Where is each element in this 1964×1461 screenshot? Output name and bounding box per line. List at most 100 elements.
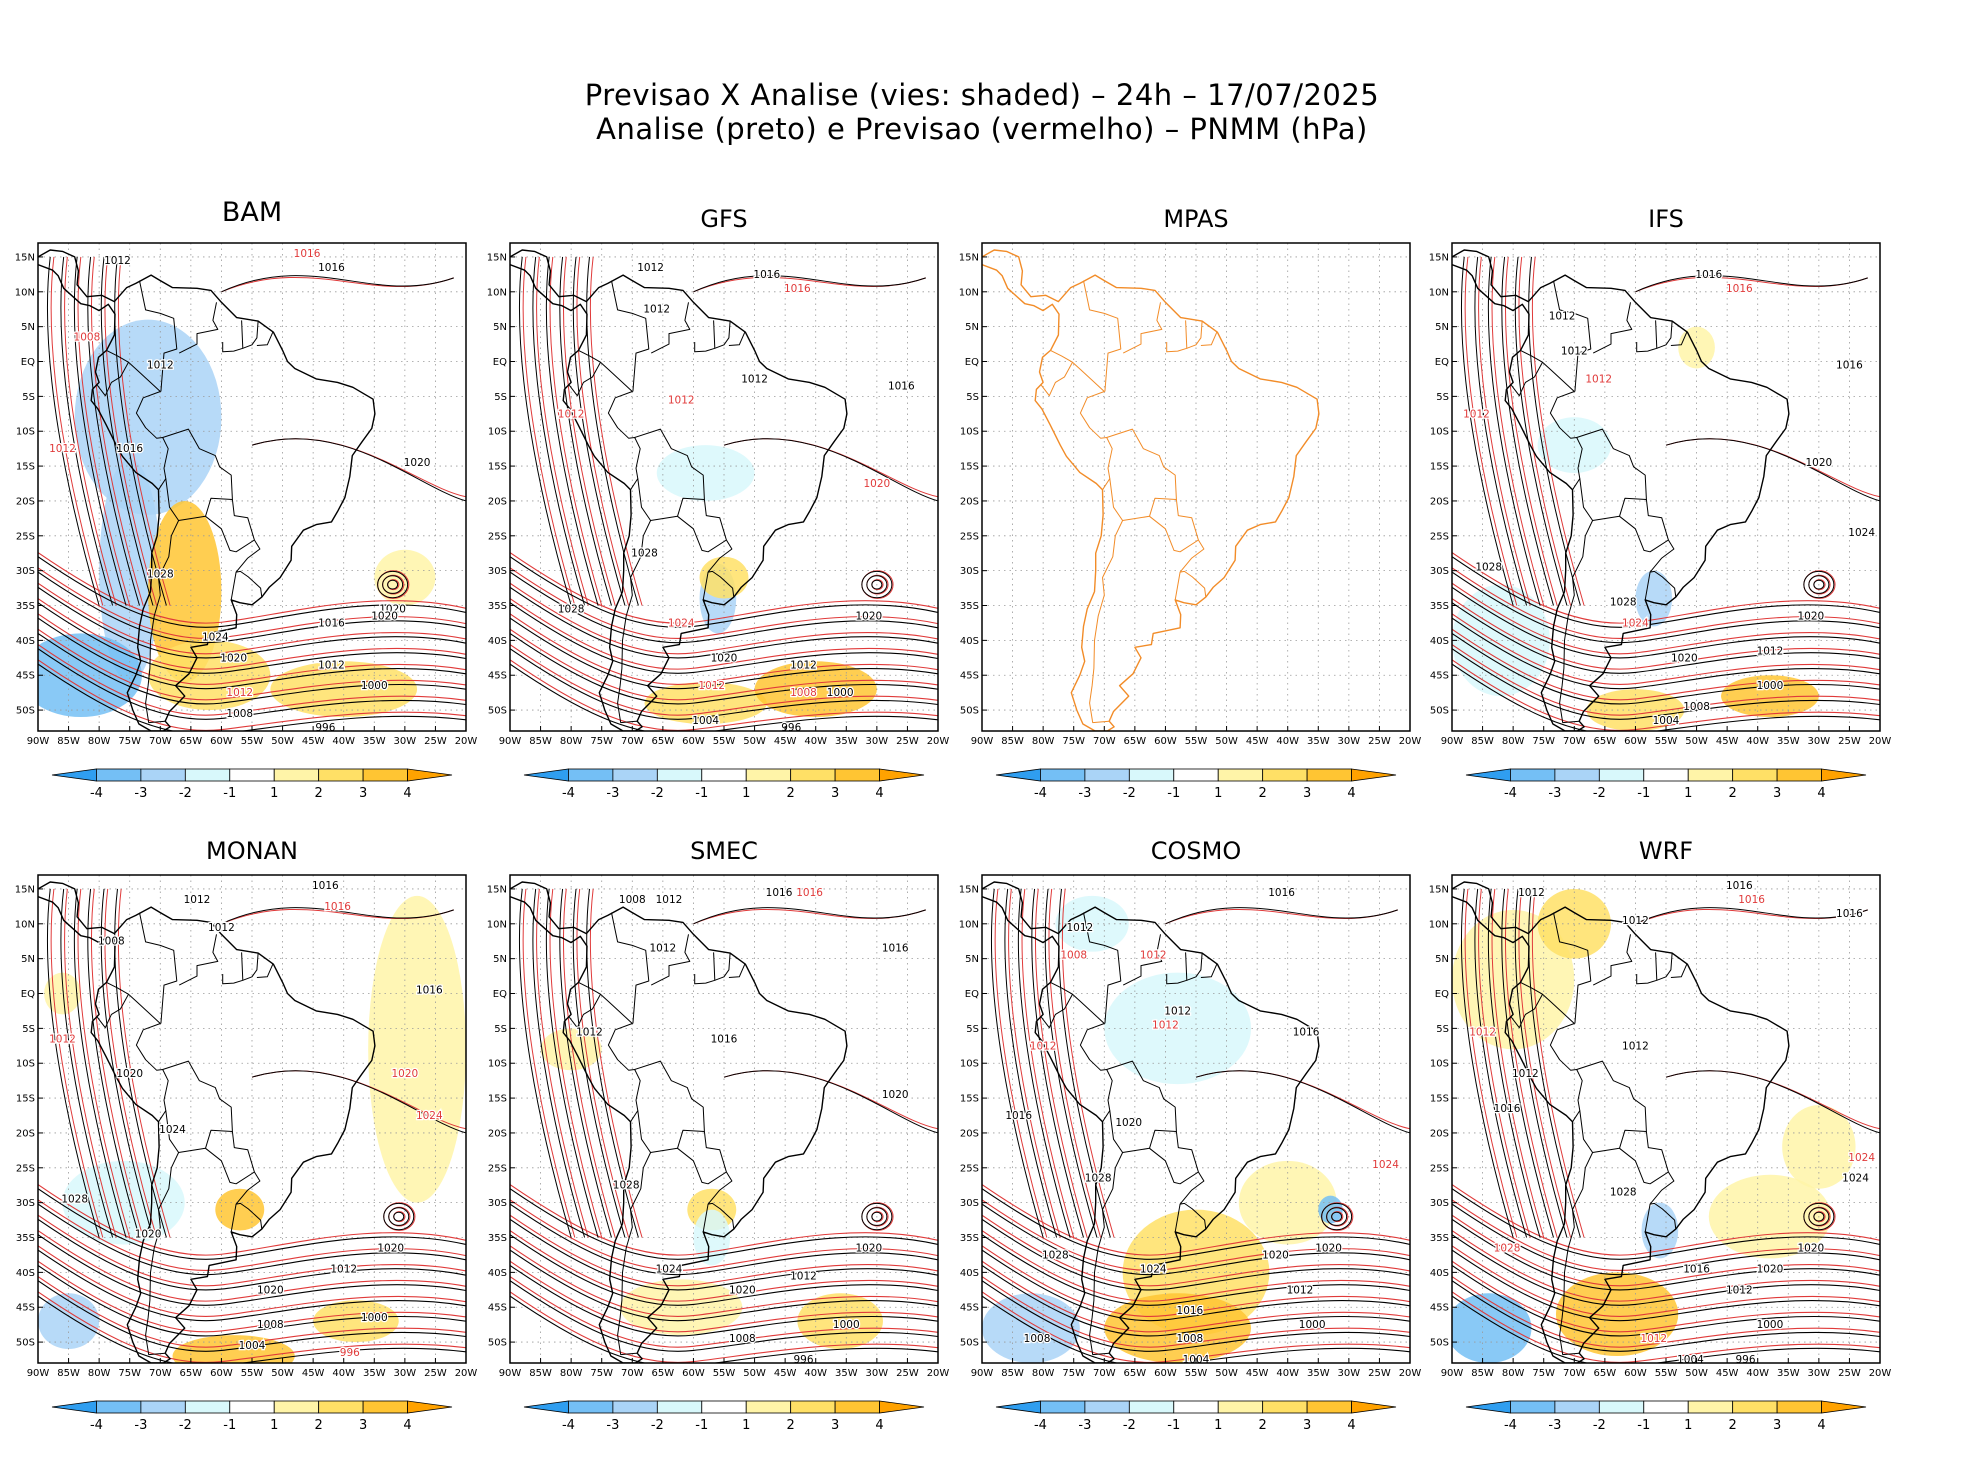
y-tick-label: 40S xyxy=(960,1268,979,1279)
country-border xyxy=(714,953,731,981)
x-tick-label: 85W xyxy=(1471,1368,1494,1379)
isobar-forecast xyxy=(1452,1260,1880,1333)
panel-title: GFS xyxy=(700,205,748,233)
high-isobar xyxy=(382,575,404,594)
isobar-forecast xyxy=(549,888,603,1238)
country-border xyxy=(1576,428,1647,521)
high-isobar xyxy=(387,579,399,590)
contour-label: 1020 xyxy=(1671,652,1698,664)
isobar-analysis xyxy=(73,256,127,606)
y-tick-label: 40S xyxy=(960,636,979,647)
bias-shade xyxy=(1721,675,1819,718)
colorbar-box xyxy=(745,1400,792,1414)
isobar-analysis xyxy=(1665,1070,1880,1134)
contour-label: 1016 xyxy=(318,262,345,274)
isobar-analysis xyxy=(251,1070,466,1134)
isobar-forecast xyxy=(576,888,630,1238)
colorbar-arrow-right xyxy=(1821,768,1867,782)
bias-shade xyxy=(982,1293,1080,1363)
colorbar-label: 1 xyxy=(742,1418,750,1433)
country-border xyxy=(1520,981,1583,1123)
y-tick-label: 50S xyxy=(16,706,35,717)
contour-label: 1016 xyxy=(1695,269,1722,281)
country-border xyxy=(256,963,274,978)
y-tick-label: 10S xyxy=(1430,1059,1449,1070)
isobar-forecast xyxy=(38,598,466,670)
isobar-forecast xyxy=(562,256,616,606)
contour-label: 1012 xyxy=(208,922,235,934)
x-tick-label: 90W xyxy=(971,736,994,747)
colorbar-arrow-left xyxy=(51,768,97,782)
isobar-analysis xyxy=(38,1280,466,1352)
contour-label: 1016 xyxy=(711,1033,738,1045)
contour-label: 1012 xyxy=(1561,346,1588,358)
high-isobar xyxy=(377,570,409,599)
contour-label: 1008 xyxy=(98,936,125,948)
contour-label: 1024 xyxy=(1372,1159,1399,1171)
isobar-analysis xyxy=(73,888,127,1238)
isobar-forecast xyxy=(510,567,938,639)
contour-label: 996 xyxy=(781,722,801,734)
panel-title: COSMO xyxy=(1150,837,1242,865)
isobar-analysis xyxy=(1452,1264,1880,1337)
x-tick-label: 45W xyxy=(302,736,325,747)
contour-label: 1004 xyxy=(239,1340,266,1352)
x-tick-label: 60W xyxy=(682,1368,705,1379)
contour-label: 1012 xyxy=(1287,1284,1314,1296)
x-tick-label: 20W xyxy=(1869,1368,1892,1379)
x-tick-label: 85W xyxy=(529,736,552,747)
colorbar-label: -3 xyxy=(1078,786,1091,801)
y-tick-label: 5S xyxy=(494,1024,507,1035)
x-tick-label: 50W xyxy=(743,1368,766,1379)
isobar-analysis xyxy=(559,256,612,606)
high-label: 1020 xyxy=(855,1242,882,1254)
y-tick-label: 10N xyxy=(15,919,35,930)
panel-monan: MONAN 1012 1016 1016 1012 1008 1012 1016 1020 102… xyxy=(15,837,478,1461)
contour-label: 1012 xyxy=(790,659,817,671)
panel-title: WRF xyxy=(1638,837,1694,865)
y-tick-label: 40S xyxy=(488,636,507,647)
country-border xyxy=(1592,302,1633,354)
isobar-analysis xyxy=(1165,907,1398,925)
y-tick-label: 50S xyxy=(1430,706,1449,717)
x-tick-label: 50W xyxy=(1215,1368,1238,1379)
x-tick-label: 90W xyxy=(499,1368,522,1379)
colorbar-label: 4 xyxy=(403,786,411,801)
x-tick-label: 40W xyxy=(804,1368,827,1379)
contour-label: 1028 xyxy=(1475,562,1502,574)
x-tick-label: 60W xyxy=(1154,1368,1177,1379)
high-label: 1020 xyxy=(855,610,882,622)
isobar-analysis xyxy=(1195,1070,1410,1134)
country-border xyxy=(677,499,727,553)
colorbar-box xyxy=(568,768,614,782)
isobar-analysis xyxy=(1635,907,1868,925)
bias-shade xyxy=(1635,570,1673,627)
high-isobar xyxy=(1808,1207,1830,1226)
country-border xyxy=(162,1060,233,1153)
colorbar-label: 1 xyxy=(742,786,750,801)
y-tick-label: EQ xyxy=(21,989,35,1000)
colorbar: -4 -3 -2 -1 1 2 3 4 xyxy=(995,1400,1397,1433)
y-tick-label: 10N xyxy=(487,287,507,298)
colorbar-box xyxy=(656,768,703,782)
x-tick-label: 30W xyxy=(866,736,889,747)
x-tick-label: 65W xyxy=(180,736,203,747)
contour-label: 1016 xyxy=(294,248,321,260)
isobar-forecast xyxy=(510,1260,938,1333)
colorbar-box xyxy=(184,768,231,782)
coastline xyxy=(1452,249,1790,731)
x-tick-label: 90W xyxy=(1441,1368,1464,1379)
x-tick-label: 20W xyxy=(455,1368,478,1379)
contour-label: 1016 xyxy=(1836,359,1863,371)
y-tick-label: 5S xyxy=(966,1024,979,1035)
isobar-forecast xyxy=(982,1260,1410,1333)
y-tick-label: 30S xyxy=(1430,566,1449,577)
y-tick-label: 40S xyxy=(16,1268,35,1279)
colorbar-label: 3 xyxy=(359,1418,367,1433)
country-border xyxy=(617,520,652,724)
x-tick-label: 85W xyxy=(529,1368,552,1379)
isobar-analysis xyxy=(1031,888,1084,1238)
isobar-forecast xyxy=(38,1276,466,1348)
country-border xyxy=(578,349,641,491)
isobar-forecast xyxy=(510,1230,938,1302)
